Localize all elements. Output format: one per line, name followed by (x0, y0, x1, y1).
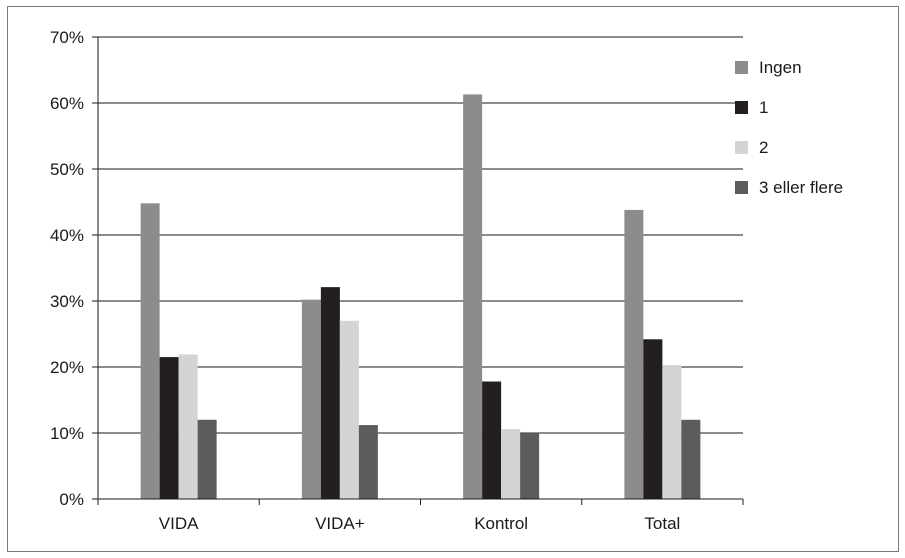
y-tick-label: 10% (50, 424, 84, 443)
x-tick-label: VIDA (159, 514, 199, 533)
gridlines (98, 36, 743, 434)
x-tick-label: Total (644, 514, 680, 533)
bar-vida-1 (159, 357, 179, 499)
bar-total-3 (681, 419, 701, 499)
bar-total-0 (624, 209, 644, 500)
y-tick-label: 20% (50, 358, 84, 377)
bar-kontrol-2 (501, 429, 521, 499)
bar-total-2 (662, 365, 682, 499)
legend: Ingen 1 2 3 eller flere (735, 58, 843, 197)
legend-label: 1 (759, 98, 768, 117)
y-tick-label: 60% (50, 94, 84, 113)
bar-vida--0 (301, 299, 321, 499)
bar-total-1 (643, 339, 663, 499)
legend-label: 2 (759, 138, 768, 157)
bar-vida--1 (320, 287, 340, 499)
x-tick-label: Kontrol (474, 514, 528, 533)
bar-vida--2 (339, 320, 359, 499)
legend-swatch (735, 61, 748, 74)
y-tick-label: 40% (50, 226, 84, 245)
y-tick-labels: 0% 10% 20% 30% 40% 50% 60% 70% (50, 28, 84, 509)
y-tick-label: 50% (50, 160, 84, 179)
y-tick-label: 0% (59, 490, 84, 509)
bars (140, 94, 701, 500)
legend-swatch (735, 101, 748, 114)
bar-vida-3 (197, 419, 217, 499)
bar-vida-2 (178, 354, 198, 499)
bar-vida-0 (140, 203, 160, 499)
y-tick-label: 70% (50, 28, 84, 47)
bar-kontrol-0 (463, 94, 483, 500)
legend-swatch (735, 141, 748, 154)
y-tick-label: 30% (50, 292, 84, 311)
legend-label: 3 eller flere (759, 178, 843, 197)
legend-label: Ingen (759, 58, 802, 77)
x-tick-labels: VIDA VIDA+ Kontrol Total (159, 514, 681, 533)
chart-frame: 0% 10% 20% 30% 40% 50% 60% 70% VIDA VIDA+ Kontrol… (7, 6, 899, 552)
bar-kontrol-3 (520, 432, 540, 499)
legend-swatch (735, 181, 748, 194)
bar-vida--3 (358, 425, 378, 499)
axes (92, 36, 744, 505)
x-tick-label: VIDA+ (315, 514, 365, 533)
bar-kontrol-1 (482, 381, 502, 499)
bar-chart: 0% 10% 20% 30% 40% 50% 60% 70% VIDA VIDA+ Kontrol… (50, 28, 843, 533)
